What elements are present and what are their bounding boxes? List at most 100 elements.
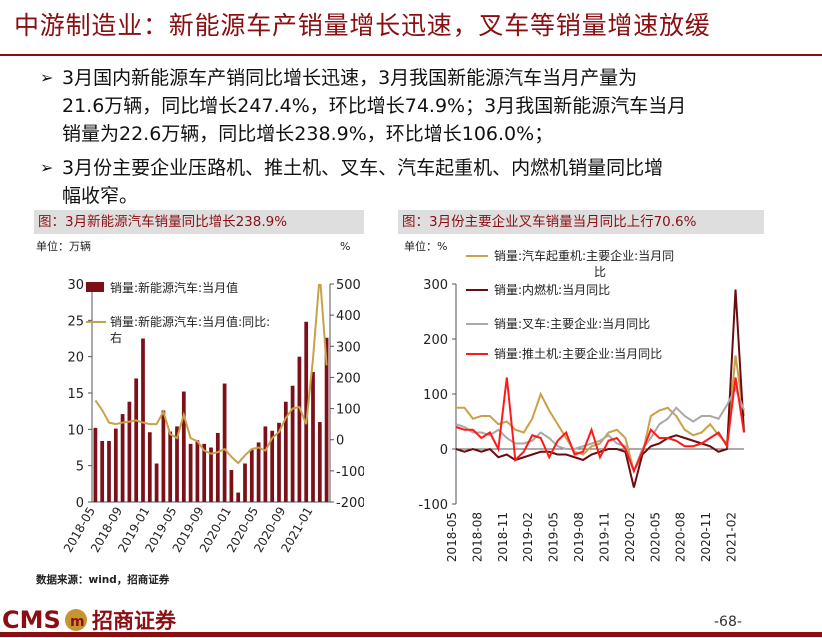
bar [154,463,159,502]
bar [249,449,254,502]
bar [243,463,247,502]
bar [256,442,261,502]
legend-label-bar: 销量:新能源汽车:当月值 [110,280,238,295]
bullet-item-1: ➢ 3月国内新能源车产销同比增长迅速，3月我国新能源汽车当月产量为 21.6万辆… [40,64,780,148]
y-tick-label-right: 300 [336,340,361,355]
bar [113,428,118,502]
bullet-list: ➢ 3月国内新能源车产销同比增长迅速，3月我国新能源汽车当月产量为 21.6万辆… [40,64,780,216]
logo-mark: m [70,614,85,630]
bar [168,431,173,502]
bar [188,443,193,502]
bar [222,383,227,502]
footer-rule [0,632,822,637]
x-tick-label: 2018-11 [496,512,510,562]
series-line-3 [455,386,745,474]
bullet-item-2: ➢ 3月份主要企业压路机、推土机、叉车、汽车起重机、内燃机销量同比增 幅收窄。 [40,154,780,210]
chart-left: 单位：万辆 % 0 5 10 15 20 25 30 -200 -100 0 100 200 300 400 5… [36,239,364,555]
bar [317,422,322,502]
bar [202,443,207,502]
legend-label-line-wrap: 右 [110,330,122,345]
y-tick-label-left: 5 [76,460,84,475]
bar [100,440,105,502]
chart-right-title: 图：3月份主要企业叉车销量当月同比上行70.6% [398,210,764,234]
bar [270,430,275,502]
y-tick-label-right: 200 [336,371,361,386]
y-tick-label-left: 25 [67,314,84,329]
page-number: -68- [714,614,742,630]
bar [324,337,329,502]
data-source: 数据来源：wind，招商证券 [36,574,170,586]
legend-label-3: 销量:叉车:主要企业:当月同比 [494,316,650,331]
series-line-2 [455,289,745,488]
bullet-text-line: 21.6万辆，同比增长247.4%，环比增长74.9%；3月我国新能源汽车当月 [62,95,687,117]
series-line-4 [455,377,745,474]
x-tick-label: 2018-08 [470,512,484,562]
bullet-arrow-icon: ➢ [40,68,54,87]
footer-logo: CMS m 招商证券 [0,604,200,634]
y-tick-label-right: 100 [336,403,361,418]
x-tick-label: 2018-05 [445,512,459,562]
legend-label-4: 销量:推土机:主要企业:当月同比 [494,346,662,361]
bar [277,422,281,502]
bar [236,492,241,502]
bar [304,321,309,502]
title-divider [0,54,822,56]
x-tick-label: 2019-08 [572,512,586,562]
bar [147,432,152,502]
unit-label-left: 单位：万辆 [36,239,91,253]
cms-logo-icon: CMS m 招商证券 [2,606,177,634]
bullet-text-line: 销量为22.6万辆，同比增长238.9%，环比增长106.0%； [62,123,554,145]
bar [263,426,268,502]
bar [283,401,288,502]
y-tick-label-right: 400 [336,309,361,324]
logo-text: CMS [2,606,61,634]
x-tick-label: 2021-02 [725,512,739,562]
bar [195,440,200,502]
series-line-yoy [94,284,328,465]
bullet-text-line: 幅收窄。 [62,185,139,207]
y-tick-label-left: 15 [67,387,84,402]
chart-right: 单位：% -100 0 100 200 300 2018-05 2018-08 2018-11 2… [404,239,745,562]
series-line-1 [456,355,745,474]
x-tick-label: 2020-08 [674,512,688,562]
legend-label-line: 销量:新能源汽车:当月值:同比: [110,314,270,329]
x-tick-label: 2020-11 [699,512,713,562]
y-tick-label-right: 500 [336,278,361,293]
bar [120,414,125,502]
bar [161,410,166,502]
chart-right-panel: 图：3月份主要企业叉车销量当月同比上行70.6% 单位：% -100 0 100 200… [398,210,764,575]
bar [229,470,234,502]
y-tick-label-left: 10 [67,423,84,438]
y-tick-label: 200 [423,333,448,348]
y-tick-label-left: 0 [76,496,84,511]
y-tick-label: -100 [418,498,448,513]
bar [134,378,139,502]
page-title: 中游制造业：新能源车产销量增长迅速，叉车等销量增速放缓 [14,11,711,40]
x-tick-label: 2019-02 [521,512,535,562]
chart-left-title: 图：3月新能源汽车销量同比增长238.9% [34,210,364,234]
logo-cn: 招商证券 [92,609,177,633]
bar [311,371,315,502]
bar [93,427,98,502]
unit-label: 单位：% [404,239,447,253]
bullet-arrow-icon: ➢ [40,158,54,177]
chart-left-panel: 图：3月新能源汽车销量同比增长238.9% 单位：万辆% 0 5 10 15 20 25 30… [34,210,364,575]
x-tick-label: 2019-05 [547,512,561,562]
y-tick-label-right: -200 [336,496,364,511]
y-tick-label: 300 [423,278,448,293]
x-tick-label: 2020-02 [623,512,637,562]
bar [181,391,186,502]
bar [107,440,111,502]
legend-label-1: 销量:汽车起重机:主要企业:当月同 [494,248,674,263]
bar [175,426,179,502]
legend-swatch-bar [86,282,104,292]
bar [127,401,132,502]
unit-label-right: % [340,240,350,253]
x-tick-label: 2020-05 [648,512,662,562]
bar [209,447,213,502]
y-tick-label-right: 0 [336,434,344,449]
y-tick-label: 0 [440,443,448,458]
y-tick-label-left: 20 [67,351,84,366]
legend-label-2: 销量:内燃机:当月同比 [494,282,610,297]
x-tick-label: 2019-11 [597,512,611,562]
